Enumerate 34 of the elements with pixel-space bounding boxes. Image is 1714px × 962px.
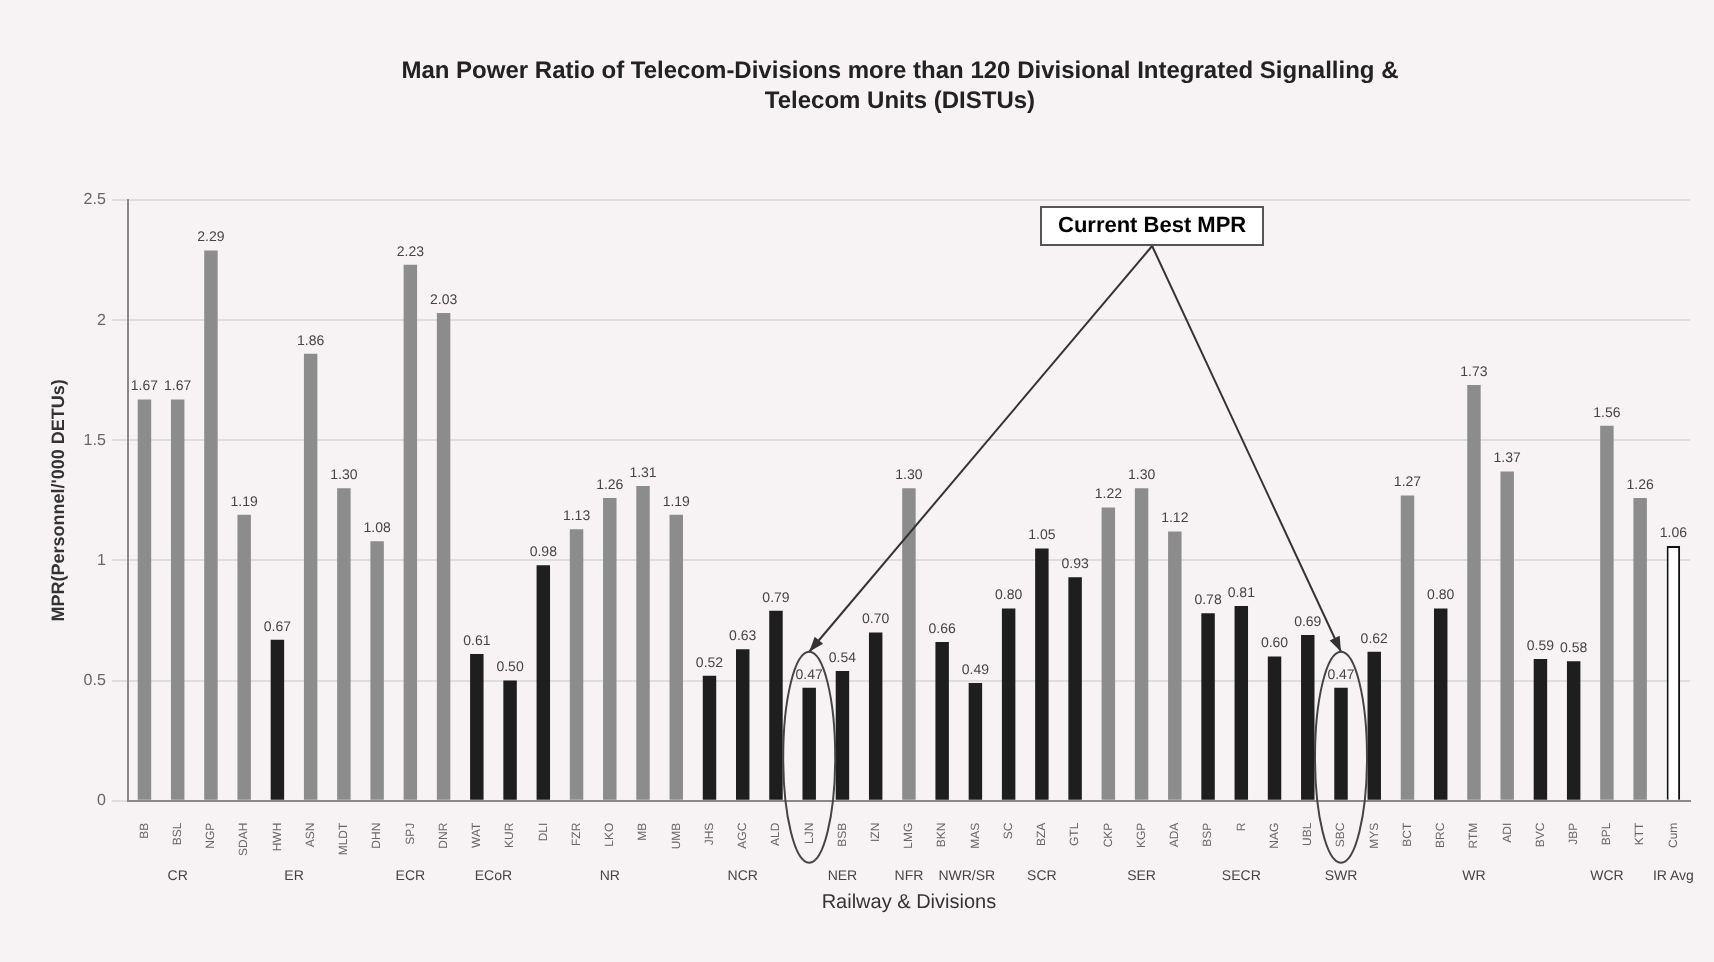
bar	[1301, 634, 1315, 800]
bar	[1234, 606, 1249, 800]
y-tick-label: 2.5	[83, 190, 107, 209]
bar	[968, 682, 983, 800]
bar	[736, 649, 750, 800]
bar	[1566, 661, 1581, 800]
bar	[935, 642, 949, 800]
x-axis-title: Railway & Divisions	[821, 891, 997, 914]
bar	[1001, 608, 1016, 800]
bar	[470, 654, 484, 800]
bar	[769, 610, 783, 800]
bar	[835, 670, 850, 800]
bar	[1267, 656, 1282, 800]
bar	[1035, 548, 1049, 800]
bar	[868, 632, 883, 800]
y-tick-label: 0	[96, 791, 107, 810]
bar	[1433, 608, 1448, 800]
y-tick-label: 0.5	[83, 670, 107, 689]
bar	[1201, 613, 1215, 800]
y-tick-label: 1	[96, 550, 107, 569]
chart-title: Man Power Ratio of Telecom-Divisions more than 120 Divisional Integrated Signalling & Telecom Units (DISTUs)	[399, 56, 1401, 116]
bar	[503, 680, 517, 800]
y-tick-label: 2	[96, 310, 107, 329]
bar	[270, 639, 285, 800]
annotation: Current Best MPR	[1040, 206, 1265, 246]
y-tick-label: 1.5	[83, 430, 107, 449]
bar	[1068, 577, 1082, 800]
bar	[536, 565, 551, 800]
bar	[1367, 651, 1381, 800]
bar	[1533, 658, 1548, 800]
bar	[1334, 687, 1348, 800]
bar	[702, 675, 717, 800]
bar	[802, 687, 816, 800]
y-axis-title: MPR(Personnel/'000 DETUs)	[47, 379, 68, 622]
